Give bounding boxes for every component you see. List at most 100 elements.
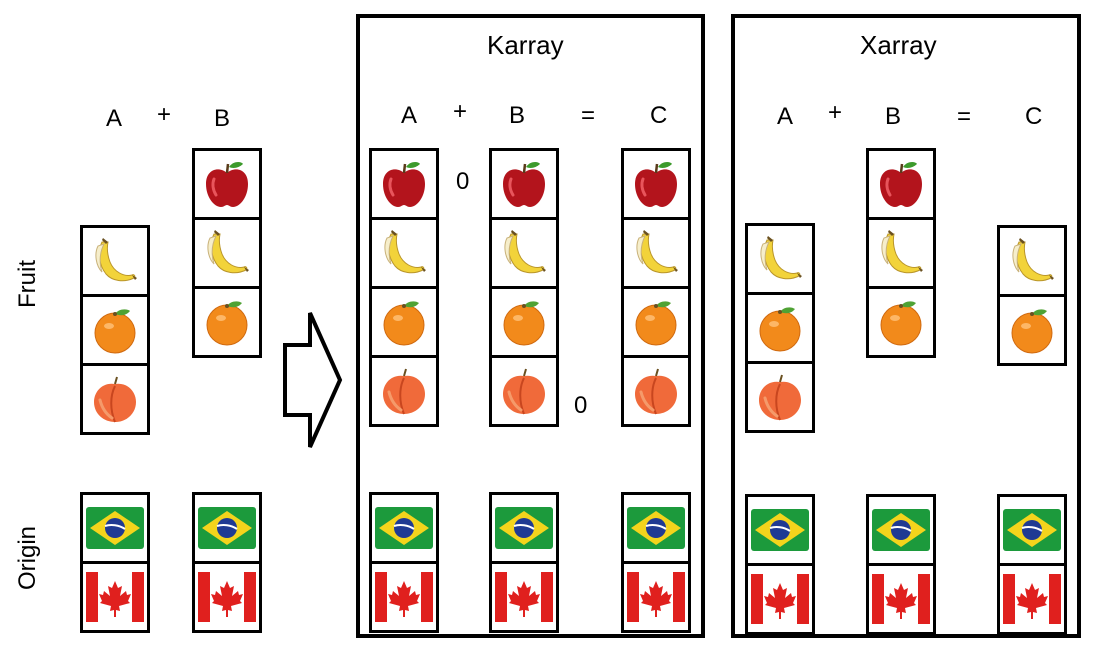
- xarray-a-origin-column: [745, 494, 815, 635]
- orange-icon: [200, 295, 254, 349]
- karray-c-fruit-column: [621, 148, 691, 427]
- cell-canada-flag: [866, 563, 936, 635]
- xarray-c-fruit-column: [997, 225, 1067, 366]
- input-b-fruit-column: [192, 148, 262, 358]
- cell-brazil-flag: [80, 492, 150, 564]
- cell-peach: [489, 355, 559, 427]
- cell-brazil-flag: [489, 492, 559, 564]
- banana-icon: [753, 232, 807, 286]
- input-a-origin-column: [80, 492, 150, 633]
- cell-canada-flag: [80, 561, 150, 633]
- input-b-origin-column: [192, 492, 262, 633]
- canada-flag-icon: [751, 574, 809, 624]
- row-label-fruit: Fruit: [14, 260, 41, 308]
- orange-icon: [629, 295, 683, 349]
- input-header-a: A: [106, 105, 123, 132]
- canada-flag-icon: [198, 572, 256, 622]
- canada-flag-icon: [1003, 574, 1061, 624]
- canada-flag-icon: [872, 574, 930, 624]
- brazil-flag-icon: [86, 507, 144, 549]
- brazil-flag-icon: [627, 507, 685, 549]
- apple-icon: [200, 157, 254, 211]
- cell-brazil-flag: [745, 494, 815, 566]
- cell-canada-flag: [192, 561, 262, 633]
- cell-canada-flag: [621, 561, 691, 633]
- peach-icon: [753, 370, 807, 424]
- banana-icon: [200, 226, 254, 280]
- cell-apple: [621, 148, 691, 220]
- karray-header-b: B: [509, 102, 526, 129]
- peach-icon: [377, 364, 431, 418]
- peach-icon: [88, 372, 142, 426]
- karray-c-origin-column: [621, 492, 691, 633]
- karray-title: Karray: [487, 30, 564, 60]
- canada-flag-icon: [495, 572, 553, 622]
- cell-banana: [80, 225, 150, 297]
- cell-banana: [745, 223, 815, 295]
- orange-icon: [753, 301, 807, 355]
- orange-icon: [1005, 303, 1059, 357]
- brazil-flag-icon: [872, 509, 930, 551]
- banana-icon: [377, 226, 431, 280]
- karray-a-origin-column: [369, 492, 439, 633]
- xarray-header-a: A: [777, 103, 794, 130]
- apple-icon: [377, 157, 431, 211]
- input-a-fruit-column: [80, 225, 150, 435]
- cell-brazil-flag: [997, 494, 1067, 566]
- orange-icon: [874, 295, 928, 349]
- cell-peach: [369, 355, 439, 427]
- orange-icon: [88, 303, 142, 357]
- karray-header-a: A: [401, 102, 418, 129]
- cell-banana: [866, 217, 936, 289]
- karray-b-fruit-column: [489, 148, 559, 427]
- orange-icon: [377, 295, 431, 349]
- karray-a-fruit-column: [369, 148, 439, 427]
- banana-icon: [1005, 234, 1059, 288]
- cell-banana: [489, 217, 559, 289]
- banana-icon: [497, 226, 551, 280]
- orange-icon: [497, 295, 551, 349]
- apple-icon: [629, 157, 683, 211]
- cell-apple: [866, 148, 936, 220]
- xarray-b-origin-column: [866, 494, 936, 635]
- xarray-header-plus: +: [828, 99, 843, 126]
- peach-icon: [497, 364, 551, 418]
- cell-orange: [745, 292, 815, 364]
- cell-canada-flag: [369, 561, 439, 633]
- apple-icon: [874, 157, 928, 211]
- cell-brazil-flag: [866, 494, 936, 566]
- cell-canada-flag: [997, 563, 1067, 635]
- cell-orange: [192, 286, 262, 358]
- cell-apple: [489, 148, 559, 220]
- cell-orange: [621, 286, 691, 358]
- canada-flag-icon: [86, 572, 144, 622]
- brazil-flag-icon: [1003, 509, 1061, 551]
- karray-header-eq: =: [581, 102, 596, 129]
- cell-apple: [192, 148, 262, 220]
- karray-panel: [356, 14, 705, 638]
- xarray-c-origin-column: [997, 494, 1067, 635]
- banana-icon: [629, 226, 683, 280]
- cell-peach: [745, 361, 815, 433]
- brazil-flag-icon: [198, 507, 256, 549]
- brazil-flag-icon: [375, 507, 433, 549]
- karray-zero-fill-a: 0: [456, 168, 470, 195]
- cell-banana: [621, 217, 691, 289]
- cell-brazil-flag: [621, 492, 691, 564]
- banana-icon: [874, 226, 928, 280]
- cell-orange: [369, 286, 439, 358]
- xarray-title: Xarray: [860, 30, 937, 60]
- cell-brazil-flag: [369, 492, 439, 564]
- input-header-plus: +: [157, 101, 172, 128]
- karray-header-plus: +: [453, 98, 468, 125]
- cell-banana: [997, 225, 1067, 297]
- brazil-flag-icon: [751, 509, 809, 551]
- cell-orange: [80, 294, 150, 366]
- karray-b-origin-column: [489, 492, 559, 633]
- canada-flag-icon: [627, 572, 685, 622]
- cell-apple: [369, 148, 439, 220]
- xarray-header-eq: =: [957, 103, 972, 130]
- cell-banana: [369, 217, 439, 289]
- xarray-header-b: B: [885, 103, 902, 130]
- peach-icon: [629, 364, 683, 418]
